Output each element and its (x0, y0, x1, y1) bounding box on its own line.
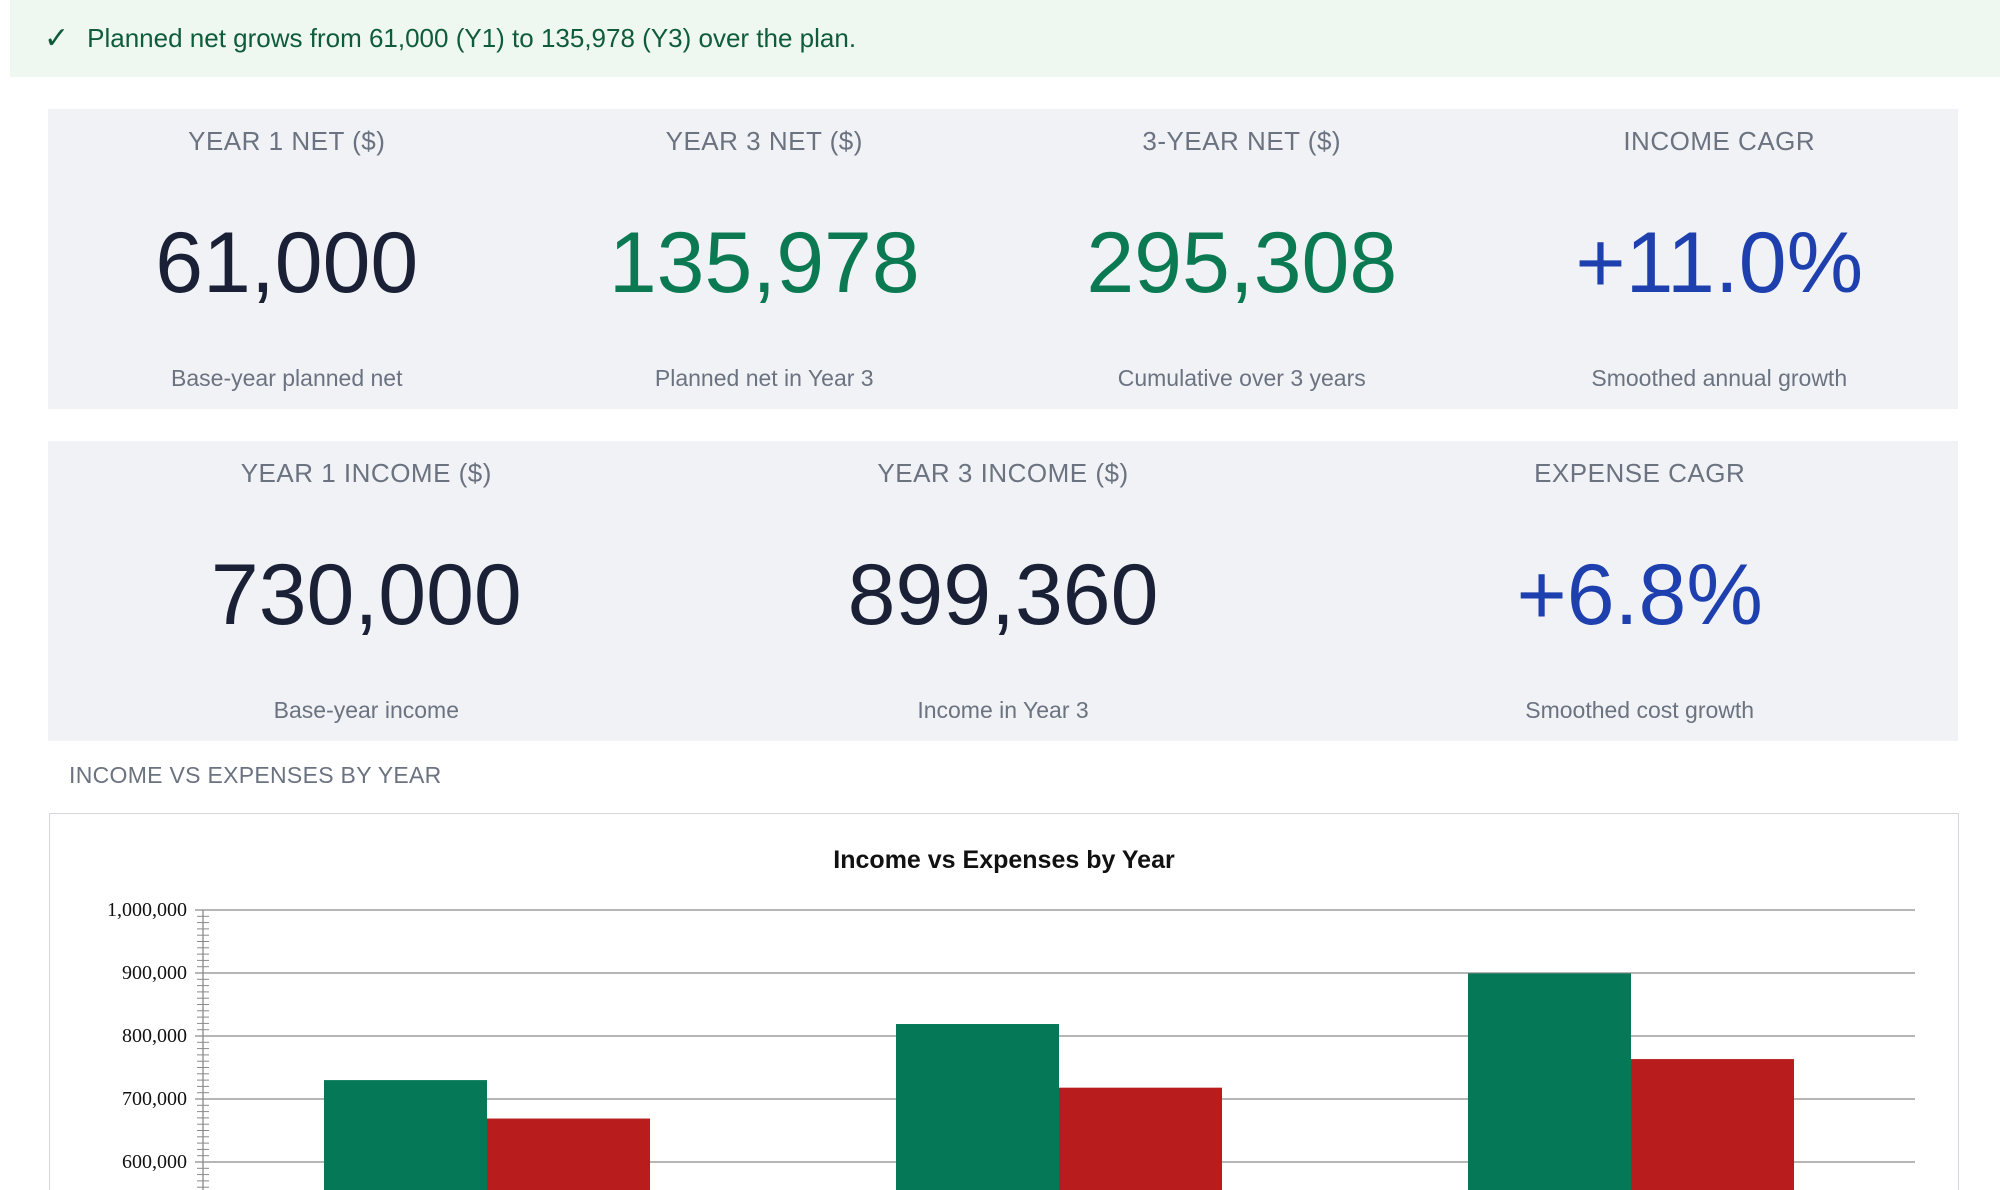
income-expense-chart: Income vs Expenses by Year 1,000,000 900,… (49, 813, 1959, 1190)
kpi-value: 135,978 (608, 215, 920, 311)
expense-bar (1631, 1059, 1794, 1190)
y-tick-label: 1,000,000 (107, 899, 187, 921)
status-banner: ✓ Planned net grows from 61,000 (Y1) to … (10, 0, 2000, 77)
kpi-label: YEAR 3 NET ($) (665, 126, 863, 156)
chart-bars (324, 973, 1794, 1190)
kpi-value: 730,000 (210, 547, 522, 643)
kpi-subtitle: Income in Year 3 (917, 697, 1089, 723)
kpi-year1-income: YEAR 1 INCOME ($) 730,000 Base-year inco… (48, 441, 685, 741)
expense-bar (1059, 1087, 1222, 1190)
kpi-label: 3-YEAR NET ($) (1142, 126, 1342, 156)
check-icon: ✓ (44, 22, 70, 55)
chart-svg: Income vs Expenses by Year 1,000,000 900,… (107, 846, 1915, 1190)
kpi-label: YEAR 3 INCOME ($) (877, 458, 1129, 488)
chart-title: Income vs Expenses by Year (833, 846, 1175, 874)
kpi-income-cagr: INCOME CAGR +11.0% Smoothed annual growt… (1481, 109, 1959, 409)
kpi-value: 61,000 (155, 215, 419, 311)
y-tick-label: 700,000 (122, 1088, 187, 1110)
kpi-value: 899,360 (847, 547, 1159, 643)
kpi-year1-net: YEAR 1 NET ($) 61,000 Base-year planned … (48, 109, 526, 409)
banner-text: Planned net grows from 61,000 (Y1) to 13… (87, 23, 857, 53)
kpi-subtitle: Smoothed cost growth (1525, 697, 1755, 723)
kpi-subtitle: Cumulative over 3 years (1117, 365, 1366, 391)
kpi-value: 295,308 (1086, 215, 1398, 311)
kpi-expense-cagr: EXPENSE CAGR +6.8% Smoothed cost growth (1321, 441, 1958, 741)
kpi-label: INCOME CAGR (1623, 126, 1816, 156)
income-bar (324, 1080, 487, 1190)
kpi-subtitle: Base-year planned net (171, 365, 403, 391)
y-tick-label: 900,000 (122, 962, 187, 984)
chart-y-axis: 1,000,000 900,000 800,000 700,000 600,000 (107, 899, 209, 1190)
kpi-row-net: YEAR 1 NET ($) 61,000 Base-year planned … (48, 109, 1958, 409)
kpi-row-income: YEAR 1 INCOME ($) 730,000 Base-year inco… (48, 441, 1958, 741)
kpi-subtitle: Planned net in Year 3 (654, 365, 874, 391)
kpi-3year-net: 3-YEAR NET ($) 295,308 Cumulative over 3… (1003, 109, 1481, 409)
kpi-label: YEAR 1 NET ($) (188, 126, 386, 156)
expense-bar (487, 1118, 650, 1190)
kpi-value: +6.8% (1516, 547, 1763, 643)
y-tick-label: 600,000 (122, 1151, 187, 1173)
kpi-label: YEAR 1 INCOME ($) (240, 458, 492, 488)
y-tick-label: 800,000 (122, 1025, 187, 1047)
kpi-label: EXPENSE CAGR (1534, 458, 1746, 488)
kpi-year3-net: YEAR 3 NET ($) 135,978 Planned net in Ye… (526, 109, 1004, 409)
income-bar (1468, 973, 1631, 1190)
kpi-subtitle: Base-year income (273, 697, 459, 723)
chart-section-title: INCOME VS EXPENSES BY YEAR (69, 762, 442, 788)
kpi-year3-income: YEAR 3 INCOME ($) 899,360 Income in Year… (685, 441, 1322, 741)
kpi-subtitle: Smoothed annual growth (1591, 365, 1848, 391)
kpi-value: +11.0% (1575, 215, 1864, 311)
income-bar (896, 1024, 1059, 1190)
